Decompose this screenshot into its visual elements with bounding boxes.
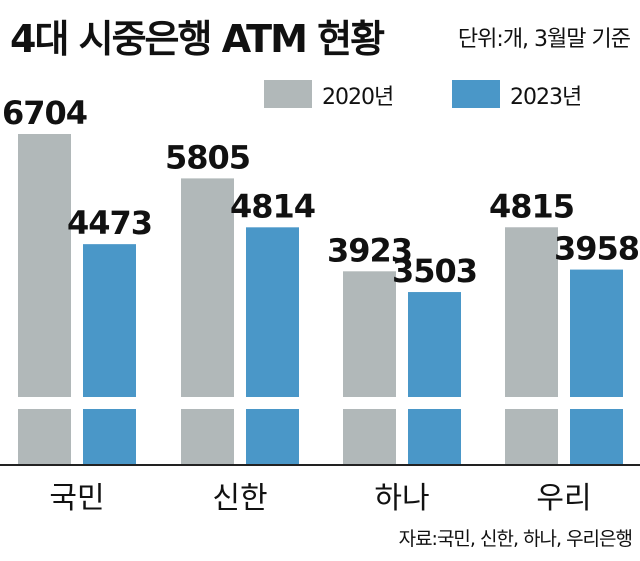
data-label-2020-3: 4815 — [489, 187, 574, 225]
source-note: 자료:국민, 신한, 하나, 우리은행 — [399, 528, 632, 550]
bar-2020-2 — [343, 271, 396, 465]
axis-break-band — [0, 397, 640, 409]
x-tick-label-1: 신한 — [212, 481, 267, 516]
bar-2020-1 — [181, 178, 234, 465]
data-label-2020-1: 5805 — [165, 138, 250, 176]
legend: 2020년 2023년 — [264, 80, 582, 110]
chart-title: 4대 시중은행 ATM 현황 — [10, 17, 385, 61]
bar-2023-2 — [408, 292, 461, 465]
unit-note: 단위:개, 3월말 기준 — [458, 27, 631, 52]
legend-swatch-2020 — [264, 80, 312, 108]
x-tick-label-3: 우리 — [536, 481, 591, 516]
data-label-2020-0: 6704 — [2, 94, 87, 132]
x-tick-label-0: 국민 — [49, 481, 104, 516]
bar-2023-0 — [83, 244, 136, 465]
data-label-2020-2: 3923 — [327, 231, 412, 269]
data-label-2023-3: 3958 — [554, 230, 639, 268]
data-label-2023-1: 4814 — [230, 187, 315, 225]
bar-2020-0 — [18, 134, 71, 465]
legend-label-2023: 2023년 — [510, 85, 581, 110]
data-label-2023-2: 3503 — [392, 252, 477, 290]
bar-2020-3 — [505, 227, 558, 465]
legend-swatch-2023 — [452, 80, 500, 108]
bar-2023-3 — [570, 269, 623, 465]
bar-2023-1 — [246, 227, 299, 465]
data-label-2023-0: 4473 — [67, 204, 152, 242]
legend-label-2020: 2020년 — [322, 85, 393, 110]
x-tick-label-2: 하나 — [374, 481, 429, 516]
